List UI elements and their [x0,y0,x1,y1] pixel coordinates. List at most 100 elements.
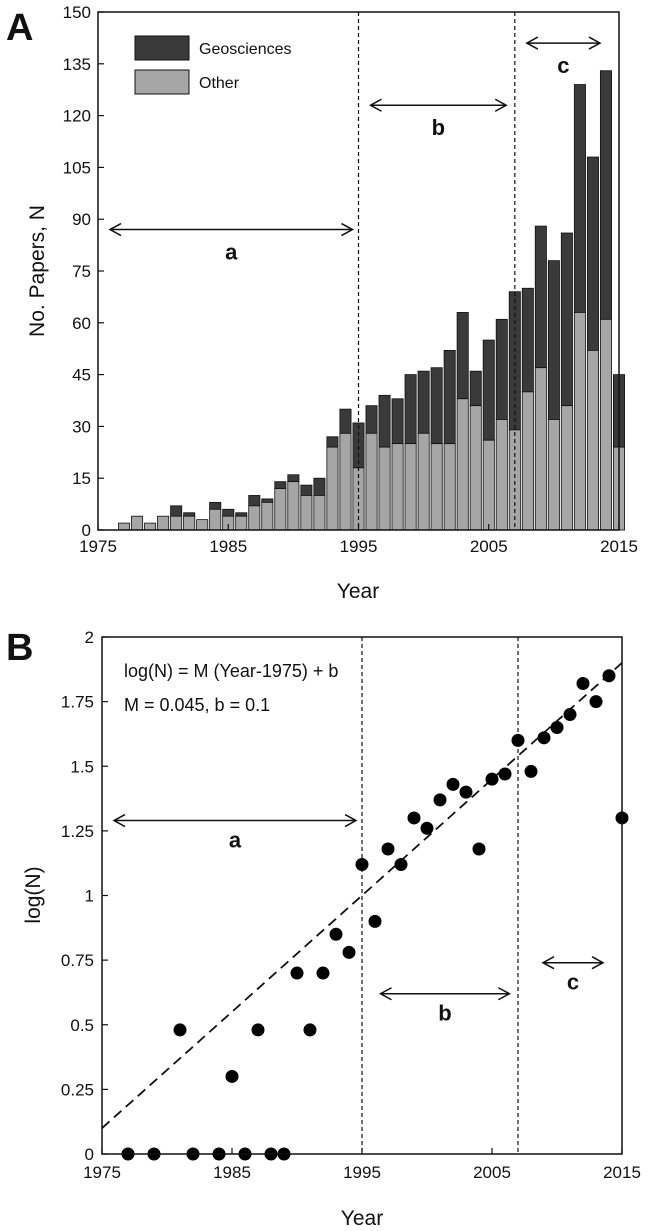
panel-a-label: A [6,7,33,49]
x-tick-label: 1975 [79,537,117,556]
panel-a-range-label: a [225,240,238,265]
bar-other [508,429,521,531]
bar-other [378,446,391,531]
y-tick-label: 1.75 [61,693,94,712]
bar-other [209,508,222,531]
bar-other [196,519,209,531]
y-tick-label: 1 [85,887,94,906]
data-point [498,767,512,781]
bar-geosciences [560,232,573,407]
y-tick-label: 150 [63,3,91,22]
data-point [472,842,486,856]
bar-other [599,318,612,531]
bar-geosciences [261,498,274,503]
y-tick-label: 15 [72,469,91,488]
x-tick-label: 2005 [470,537,508,556]
panel-a-range-arrowhead-left [525,36,539,50]
data-point [589,695,603,709]
bar-geosciences [274,481,287,489]
bar-geosciences [586,156,599,351]
fit-line [101,662,623,1129]
panel-b-range-arrowhead-left [378,987,392,1001]
x-tick-label: 1995 [340,537,378,556]
bar-other [482,439,495,531]
bar-other [287,481,300,531]
bar-geosciences [599,70,612,320]
equation-line-2: M = 0.045, b = 0.1 [124,695,270,715]
bar-geosciences [404,374,417,445]
bar-other [560,405,573,531]
panel-b-range-label: b [438,1001,451,1026]
data-point [550,720,564,734]
panel-a-frame [97,11,620,531]
y-tick-label: 0.25 [61,1080,94,1099]
panel-b-xlabel: Year [341,1207,383,1230]
panel-a-range-arrowhead-right [494,98,508,112]
y-tick-label: 0 [82,521,91,540]
data-point [381,842,395,856]
data-point [563,708,577,722]
y-tick-label: 0.75 [61,951,94,970]
data-point [602,669,616,683]
bar-geosciences [209,501,222,510]
bar-geosciences [378,394,391,448]
bar-geosciences [534,225,547,369]
data-point [355,857,369,871]
y-tick-label: 0.5 [70,1016,94,1035]
bar-other [235,515,248,531]
bar-other [443,443,456,531]
data-point [537,731,551,745]
bar-geosciences [248,495,261,507]
equation-line-1: log(N) = M (Year-1975) + b [124,661,338,681]
bar-geosciences [313,477,326,496]
data-point [251,1023,265,1037]
y-tick-label: 2 [85,628,94,647]
bar-other [313,495,326,531]
bar-other [417,432,430,531]
x-tick-label: 1985 [213,1163,251,1182]
y-tick-label: 30 [72,417,91,436]
data-point [225,1069,239,1083]
bar-geosciences [469,370,482,407]
data-point [342,945,356,959]
y-tick-label: 120 [63,107,91,126]
y-tick-label: 135 [63,55,91,74]
bar-other [430,443,443,531]
data-point [446,777,460,791]
bar-other [391,443,404,531]
y-tick-label: 0 [85,1145,94,1164]
bar-geosciences [183,512,196,517]
data-point [524,764,538,778]
bar-geosciences [456,312,469,400]
y-tick-label: 60 [72,314,91,333]
bar-other [170,515,183,531]
y-tick-label: 105 [63,158,91,177]
data-point [511,733,525,747]
bar-other [144,522,157,531]
panel-a-plot: 1975 1985 1995 2005 2015 0 15 30 45 60 75 90 105 120 1… [63,3,638,556]
panel-a-xlabel: Year [337,580,379,603]
panel-b-label: B [6,627,33,669]
bar-geosciences [495,318,508,420]
panel-b-range-arrowhead-left [541,956,555,970]
bar-other [326,446,339,531]
bar-geosciences [287,474,300,483]
legend-swatch-geosciences [134,35,190,61]
data-point [485,772,499,786]
x-tick-label: 1995 [343,1163,381,1182]
bar-geosciences [170,505,183,517]
bar-geosciences [300,484,313,496]
bar-other [547,419,560,531]
bar-other [118,522,131,531]
legend-label-geosciences: Geosciences [199,41,292,58]
bar-other [339,432,352,531]
bar-geosciences [417,370,430,434]
bar-other [495,419,508,531]
bar-other [521,391,534,531]
data-point [368,914,382,928]
panel-a-legend: Geosciences Other [134,35,292,95]
bar-geosciences [326,436,339,448]
bar-geosciences [573,84,586,313]
bar-geosciences [508,291,521,431]
x-tick-label: 2015 [600,537,638,556]
